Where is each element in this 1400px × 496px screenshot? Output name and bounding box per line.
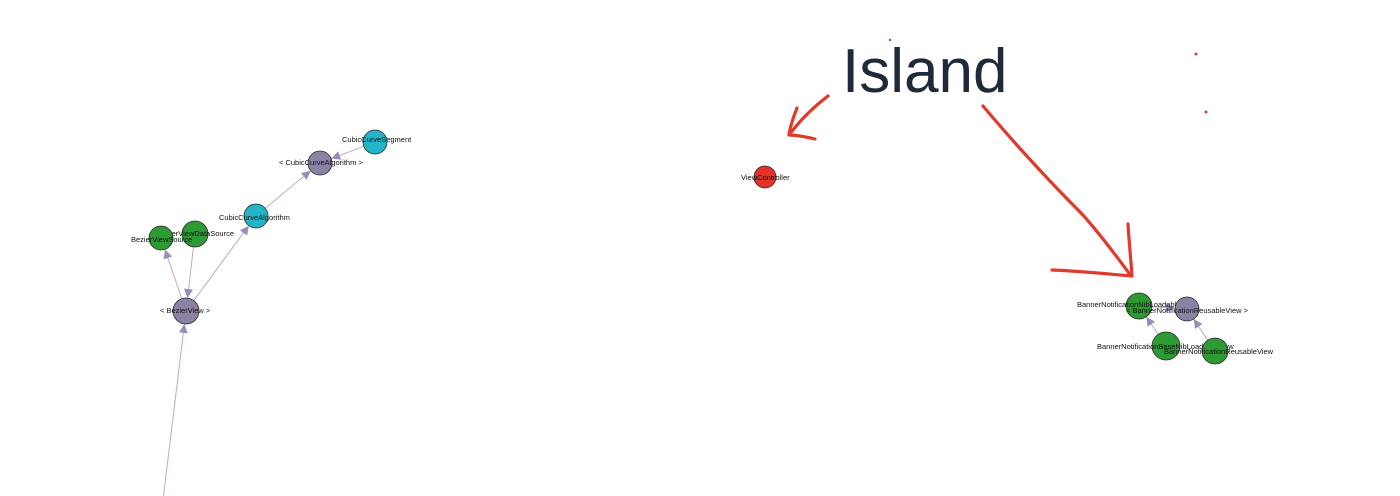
edge-cubic-curve-algorithm-to-cubic-curve-algorithm-protocol [264,170,311,209]
node-label-banner-base-nib-loadable-view: BannerNotificationBaseNibLoadableView [1097,342,1234,351]
node-circle-cubic-curve-algorithm-protocol[interactable] [307,150,333,176]
node-label-bezier-view-protocol: < BezierView > [160,306,211,315]
node-banner-base-nib-loadable-view[interactable]: BannerNotificationBaseNibLoadableView [1097,331,1234,361]
node-circle-bezier-view-data-source[interactable] [181,220,209,248]
node-label-bezier-view-data-source: BezierViewDataSource [157,229,234,238]
node-circle-banner-nib-loadable-view[interactable] [1125,292,1153,320]
island-annotation-title: Island [842,37,1007,106]
node-view-controller[interactable]: ViewController [741,165,790,189]
annotation-overlay: Island [787,37,1208,278]
node-cubic-curve-algorithm[interactable]: CubicCurveAlgorithm [219,203,290,229]
node-circle-banner-reusable-view[interactable] [1201,337,1229,365]
node-cubic-curve-algorithm-protocol[interactable]: < CubicCurveAlgorithm > [279,150,363,176]
node-label-banner-reusable-view-protocol: < BannerNotificationReusableView > [1126,306,1249,315]
edge-bezier-view-protocol-to-bezier-view-source [163,249,183,299]
node-banner-nib-loadable-view[interactable]: BannerNotificationNibLoadableView [1077,292,1197,320]
edge-banner-reusable-view-to-banner-reusable-view-protocol [1193,319,1209,341]
edge-banner-nib-loadable-view-to-banner-reusable-view-protocol [1151,303,1175,313]
edge-offscreen-bottom-to-bezier-view-protocol [162,324,188,496]
edge-banner-base-nib-loadable-view-to-banner-nib-loadable-view [1146,316,1159,335]
node-circle-banner-base-nib-loadable-view[interactable] [1151,331,1181,361]
node-circle-bezier-view-source[interactable] [148,225,174,251]
node-banner-reusable-view[interactable]: BannerNotificationReusableView [1164,337,1274,365]
edge-bezier-view-protocol-to-cubic-curve-algorithm [193,225,249,301]
edges-layer [162,145,1209,496]
node-label-cubic-curve-algorithm-protocol: < CubicCurveAlgorithm > [279,158,363,167]
node-label-bezier-view-source: BezierViewSource [131,235,192,244]
annotation-ink-dots [888,38,1208,114]
node-bezier-view-source[interactable]: BezierViewSource [131,225,192,251]
node-circle-bezier-view-protocol[interactable] [172,297,200,325]
annotation-arrow-to-viewcontroller [787,94,830,141]
node-label-banner-reusable-view: BannerNotificationReusableView [1164,347,1274,356]
node-circle-view-controller[interactable] [753,165,777,189]
annotation-arrow-to-banner-cluster [981,104,1134,278]
node-banner-reusable-view-protocol[interactable]: < BannerNotificationReusableView > [1126,296,1249,322]
node-circle-banner-reusable-view-protocol[interactable] [1174,296,1200,322]
node-label-cubic-curve-segment: CubicCurveSegment [342,135,412,144]
node-circle-cubic-curve-segment[interactable] [362,129,388,155]
nodes-layer: CubicCurveSegment < CubicCurveAlgorithm >… [131,129,1274,365]
node-bezier-view-protocol[interactable]: < BezierView > [160,297,211,325]
node-circle-cubic-curve-algorithm[interactable] [243,203,269,229]
node-cubic-curve-segment[interactable]: CubicCurveSegment [342,129,412,155]
edge-bezier-view-data-source-to-bezier-view-protocol [184,246,194,298]
node-label-view-controller: ViewController [741,173,790,182]
node-label-cubic-curve-algorithm: CubicCurveAlgorithm [219,213,290,222]
node-bezier-view-data-source[interactable]: BezierViewDataSource [157,220,234,248]
edge-cubic-curve-segment-to-cubic-curve-algorithm-protocol [331,145,364,160]
node-label-banner-nib-loadable-view: BannerNotificationNibLoadableView [1077,300,1197,309]
